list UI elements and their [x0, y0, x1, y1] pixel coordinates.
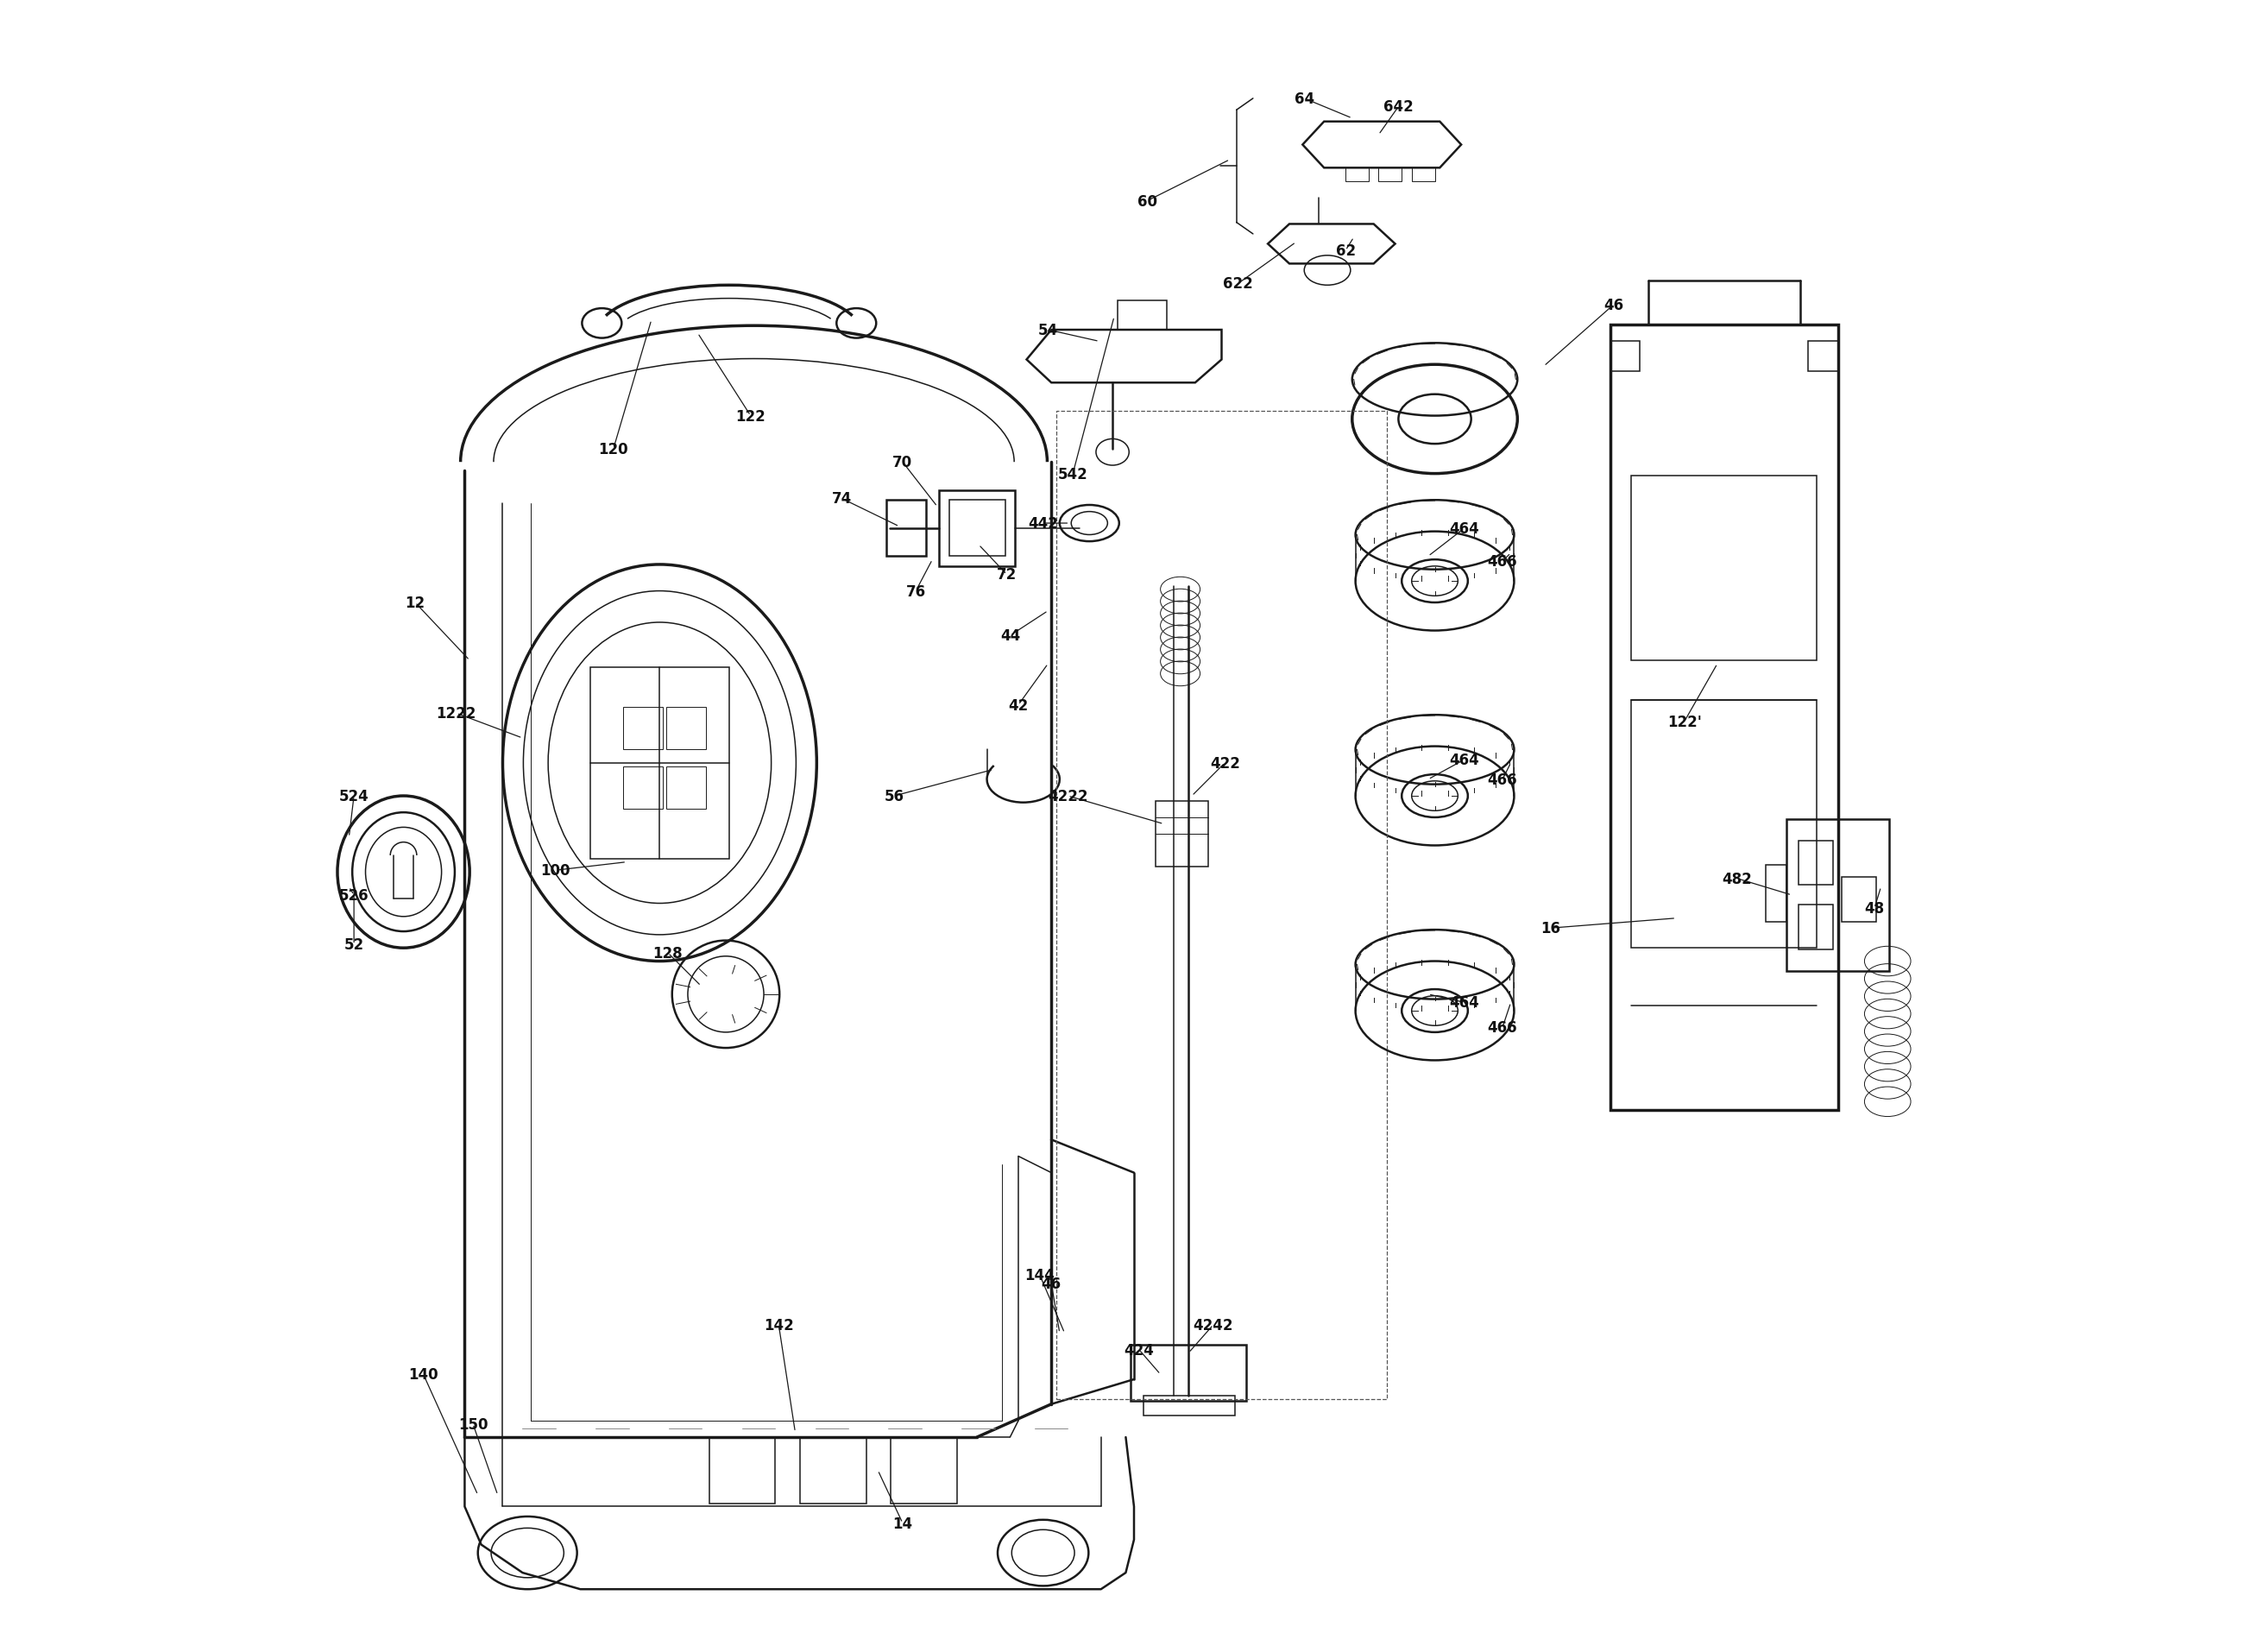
Text: 62: 62	[1336, 243, 1356, 259]
Bar	[939, 491, 1016, 567]
Bar	[1799, 841, 1833, 885]
Text: 46: 46	[1041, 1275, 1061, 1292]
Text: 622: 622	[1222, 276, 1254, 292]
Bar	[1143, 1396, 1234, 1416]
Text: 122': 122'	[1667, 714, 1701, 730]
Text: 482: 482	[1721, 871, 1753, 887]
Bar	[1631, 700, 1817, 948]
Text: 466: 466	[1488, 771, 1517, 788]
Text: 144: 144	[1025, 1267, 1055, 1284]
Text: 12: 12	[406, 595, 424, 611]
Bar	[1610, 342, 1640, 372]
Text: 64: 64	[1295, 91, 1313, 107]
Text: 42: 42	[1009, 697, 1027, 714]
Bar	[1118, 301, 1168, 330]
Text: 72: 72	[996, 567, 1016, 583]
Bar	[710, 1437, 776, 1503]
Bar	[891, 1437, 957, 1503]
Text: 526: 526	[338, 887, 370, 904]
Bar	[590, 667, 728, 859]
Text: 60: 60	[1136, 193, 1157, 210]
Text: 16: 16	[1540, 920, 1560, 937]
Bar	[1154, 801, 1209, 867]
Bar	[624, 767, 662, 809]
Bar	[1787, 819, 1889, 971]
Bar	[948, 501, 1005, 557]
Text: 54: 54	[1039, 322, 1059, 339]
Text: 466: 466	[1488, 553, 1517, 570]
Text: 44: 44	[1000, 628, 1021, 644]
Text: 642: 642	[1383, 99, 1413, 116]
Bar	[1808, 342, 1837, 372]
Text: 120: 120	[599, 441, 628, 458]
Bar	[887, 501, 925, 557]
Bar	[1631, 476, 1817, 661]
Bar	[801, 1437, 866, 1503]
Text: 56: 56	[885, 788, 905, 805]
Text: 466: 466	[1488, 1019, 1517, 1036]
Text: 464: 464	[1449, 520, 1479, 537]
Text: 140: 140	[408, 1366, 438, 1383]
Text: 442: 442	[1027, 515, 1059, 532]
Text: 52: 52	[345, 937, 363, 953]
Text: 48: 48	[1864, 900, 1885, 917]
Bar	[1057, 411, 1386, 1399]
Bar	[1411, 169, 1436, 182]
Text: 1222: 1222	[435, 705, 476, 722]
Text: 142: 142	[764, 1317, 794, 1333]
Text: 70: 70	[894, 454, 912, 471]
Bar	[624, 707, 662, 750]
Text: 74: 74	[832, 491, 850, 507]
Text: 122: 122	[735, 408, 767, 425]
Bar	[667, 707, 705, 750]
Text: 100: 100	[540, 862, 572, 879]
Bar	[1345, 169, 1368, 182]
Text: 150: 150	[458, 1416, 488, 1432]
Text: 76: 76	[905, 583, 925, 600]
Text: 464: 464	[1449, 995, 1479, 1011]
Text: 542: 542	[1057, 466, 1089, 482]
Text: 46: 46	[1603, 297, 1624, 314]
Text: 464: 464	[1449, 752, 1479, 768]
Text: 4242: 4242	[1193, 1317, 1234, 1333]
Bar	[1132, 1345, 1247, 1401]
Text: 4222: 4222	[1048, 788, 1089, 805]
Text: 424: 424	[1125, 1341, 1154, 1358]
Text: 422: 422	[1209, 755, 1241, 771]
Bar	[667, 767, 705, 809]
Bar	[1842, 877, 1876, 922]
Text: 128: 128	[653, 945, 683, 961]
Bar	[1610, 325, 1837, 1110]
Text: 524: 524	[338, 788, 370, 805]
Bar	[1379, 169, 1402, 182]
Text: 14: 14	[894, 1515, 912, 1531]
Bar	[1799, 905, 1833, 950]
